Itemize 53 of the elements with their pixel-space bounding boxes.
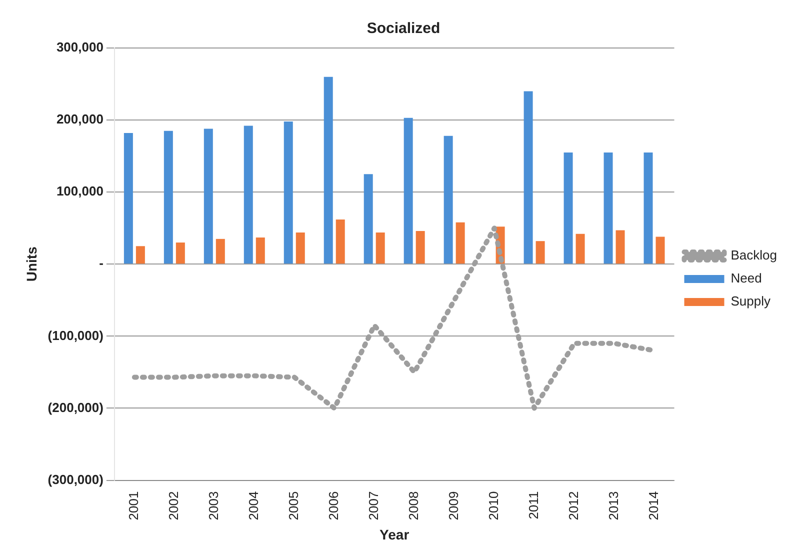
bar — [564, 152, 573, 264]
x-tick-label: 2004 — [246, 491, 261, 520]
x-tick-label: 2006 — [326, 491, 341, 520]
x-tick-label: 2001 — [126, 491, 142, 520]
bar — [576, 234, 585, 264]
y-axis-title: Units — [23, 246, 40, 282]
x-tick-label: 2002 — [166, 491, 182, 520]
bar — [604, 152, 613, 264]
bar — [404, 118, 413, 264]
bar — [256, 237, 265, 264]
bar — [376, 232, 385, 264]
legend-label: Need — [730, 270, 762, 286]
y-tick-label: (300,000) — [48, 472, 104, 487]
x-tick-label: 2014 — [646, 491, 661, 520]
bar — [164, 130, 173, 264]
x-tick-label: 2009 — [446, 491, 461, 520]
legend-label: Supply — [730, 294, 771, 309]
bar — [284, 121, 293, 264]
x-tick-label: 2011 — [526, 491, 541, 520]
bar — [416, 231, 425, 264]
bar — [524, 91, 533, 264]
bar — [216, 238, 225, 264]
bar — [536, 241, 545, 264]
bar — [456, 222, 465, 264]
bar — [296, 232, 305, 264]
bar — [324, 76, 333, 264]
x-tick-label: 2005 — [286, 491, 301, 520]
bar — [616, 230, 625, 264]
y-tick-label: - — [99, 256, 104, 271]
y-tick-label: 100,000 — [56, 184, 104, 199]
x-tick-label: 2007 — [366, 491, 381, 520]
bar — [444, 136, 453, 264]
legend-label: Backlog — [730, 248, 777, 263]
chart-title: Socialized — [366, 20, 440, 38]
bar — [336, 219, 345, 264]
x-tick-label: 2008 — [406, 491, 421, 520]
x-tick-label: 2003 — [206, 491, 221, 520]
x-tick-label: 2010 — [486, 491, 501, 520]
bar — [124, 133, 133, 264]
y-tick-label: (200,000) — [48, 400, 104, 415]
bar — [136, 246, 145, 264]
x-tick-label: 2012 — [566, 491, 581, 520]
y-tick-label: (100,000) — [48, 328, 104, 343]
bar — [244, 126, 253, 264]
bar — [176, 242, 185, 264]
bar — [364, 174, 373, 264]
bar — [204, 128, 213, 264]
y-tick-label: 300,000 — [56, 40, 104, 55]
bar — [656, 236, 665, 264]
x-axis-title: Year — [380, 526, 410, 542]
y-tick-label: 200,000 — [56, 112, 104, 127]
x-tick-label: 2013 — [606, 491, 621, 520]
bar — [644, 152, 653, 264]
